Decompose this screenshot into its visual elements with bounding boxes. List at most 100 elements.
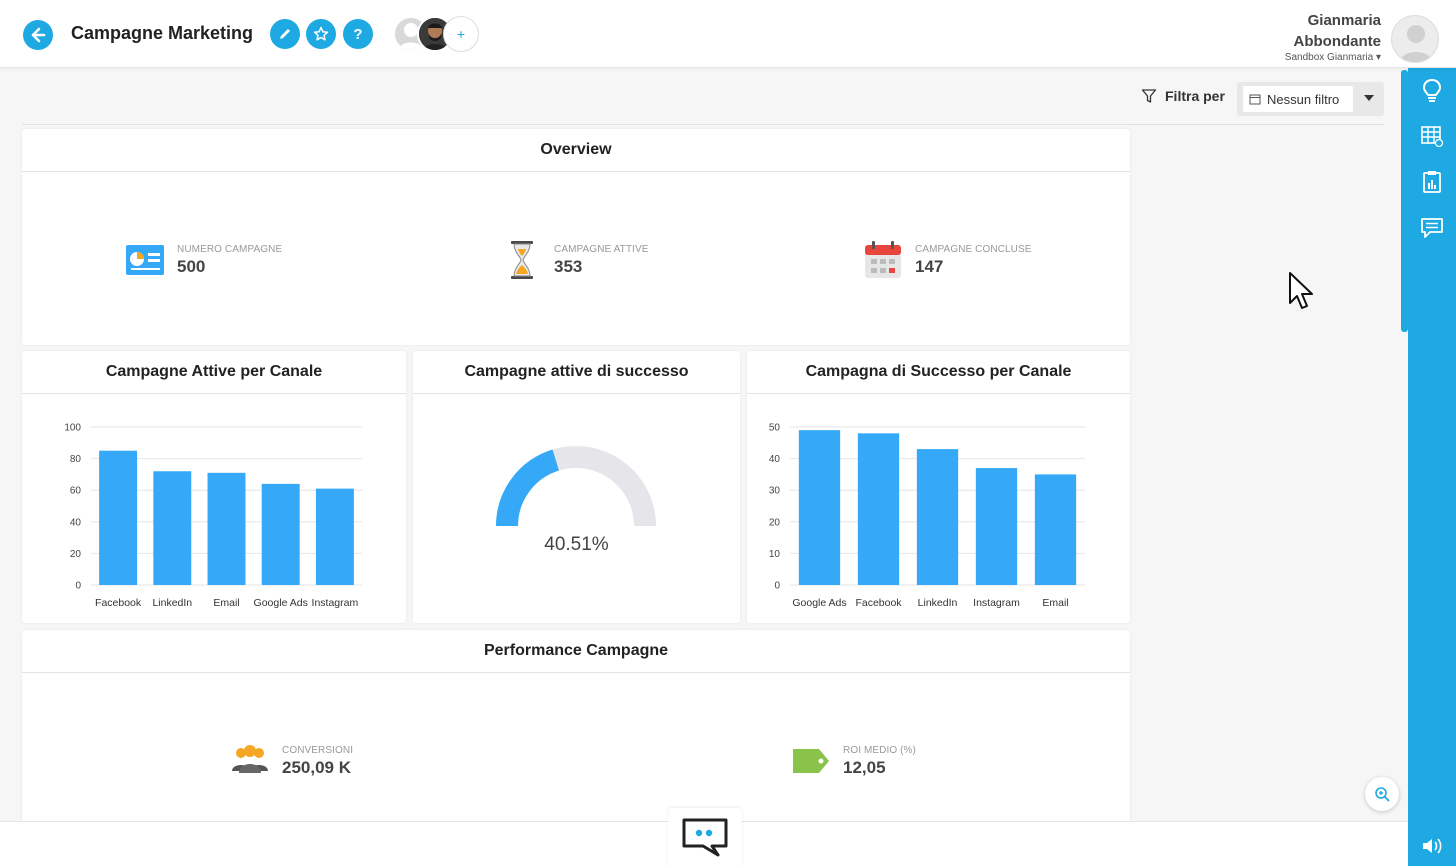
arrow-left-icon	[31, 27, 46, 43]
calendar-small-icon	[1249, 94, 1261, 105]
kpi-label: ROI MEDIO (%)	[843, 744, 916, 756]
kpi-label: CAMPAGNE ATTIVE	[554, 243, 649, 255]
y-tick-label: 30	[769, 486, 781, 497]
y-tick-label: 0	[75, 581, 81, 592]
user-first-name: Gianmaria	[1307, 12, 1381, 29]
people-icon	[232, 745, 268, 773]
kpi-label: CAMPAGNE CONCLUSE	[915, 243, 1032, 255]
x-tick-label: Google Ads	[792, 597, 846, 609]
members-group[interactable]: +	[393, 16, 479, 52]
star-icon	[313, 26, 329, 41]
calendar-icon	[865, 241, 901, 278]
kpi-label: CONVERSIONI	[282, 744, 354, 756]
bar	[916, 449, 959, 585]
x-tick-label: Instagram	[312, 597, 359, 609]
hourglass-icon	[511, 241, 533, 279]
user-last-name: Abbondante	[1293, 33, 1382, 50]
bar	[261, 483, 300, 585]
y-tick-label: 10	[769, 549, 781, 560]
bar	[315, 488, 354, 585]
chart-panel-active-by-channel: Campagne Attive per Canale 0 20 40 60 80 100 F…	[22, 351, 406, 623]
x-tick-label: LinkedIn	[918, 597, 958, 609]
y-tick-label: 20	[769, 517, 781, 528]
bar-chart-success-by-channel: 0 10 20 30 40 50 Google Ads Facebook LinkedIn Ins…	[769, 423, 1085, 609]
mouse-cursor	[1288, 271, 1316, 316]
filter-value[interactable]: Nessun filtro	[1243, 86, 1353, 112]
page-title: Campagne Marketing	[71, 23, 254, 43]
x-tick-label: Google Ads	[254, 597, 308, 609]
edit-button[interactable]	[270, 19, 300, 49]
y-tick-label: 0	[774, 581, 780, 592]
add-member-button[interactable]: +	[443, 16, 479, 52]
filter-value-text: Nessun filtro	[1267, 91, 1340, 107]
chart-panel-success-by-channel: Campagna di Successo per Canale 0 10 20 30 4…	[747, 351, 1130, 623]
dropdown-caret-icon[interactable]	[1364, 95, 1374, 101]
chart-title: Campagne attive di successo	[413, 351, 740, 394]
gauge-panel: Campagne attive di successo 40.51%	[413, 351, 740, 623]
x-tick-label: Email	[1042, 597, 1068, 609]
divider	[22, 124, 1384, 125]
filter-dropdown[interactable]: Nessun filtro	[1237, 82, 1384, 116]
zoom-button[interactable]	[1365, 777, 1399, 811]
speaker-icon[interactable]	[1420, 834, 1444, 858]
x-tick-label: LinkedIn	[152, 597, 192, 609]
clipboard-icon[interactable]	[1420, 170, 1444, 194]
tag-icon	[793, 749, 829, 773]
gauge-chart	[496, 446, 656, 527]
help-button[interactable]: ?	[343, 19, 373, 49]
user-name[interactable]: Gianmaria Abbondante	[1294, 10, 1382, 52]
overview-title: Overview	[22, 129, 1130, 172]
bar-chart-active-by-channel: 0 20 40 60 80 100 Facebook LinkedIn Email Google …	[64, 423, 362, 609]
x-tick-label: Instagram	[973, 597, 1020, 609]
bar	[99, 450, 138, 585]
kpi-campagne-concluse: CAMPAGNE CONCLUSE 147	[863, 240, 1032, 280]
kpi-value: 500	[177, 256, 206, 276]
workspace-selector[interactable]: Sandbox Gianmaria ▾	[1285, 52, 1381, 63]
y-tick-label: 60	[70, 486, 82, 497]
kpi-numero-campagne: NUMERO CAMPAGNE 500	[125, 240, 282, 280]
filter-label: Filtra per	[1141, 88, 1225, 104]
zoom-in-icon	[1375, 787, 1390, 802]
caret-down-icon: ▾	[1375, 52, 1381, 63]
y-tick-label: 20	[70, 549, 82, 560]
kpi-value: 250,09 K	[282, 757, 351, 777]
y-tick-label: 50	[769, 423, 781, 434]
bar	[857, 433, 900, 585]
bar	[1034, 474, 1077, 585]
x-tick-label: Email	[213, 597, 239, 609]
gauge-fill	[496, 449, 560, 527]
scrollbar-thumb[interactable]	[1401, 70, 1408, 332]
pencil-icon	[280, 29, 290, 39]
top-header: Campagne Marketing ? + Gianmaria Abbonda…	[0, 0, 1456, 68]
favorite-button[interactable]	[306, 19, 336, 49]
workspace-label: Sandbox Gianmaria	[1284, 52, 1374, 63]
kpi-conversioni: CONVERSIONI 250,09 K	[230, 741, 353, 781]
chat-bubble-icon	[682, 818, 728, 857]
bar	[975, 468, 1018, 585]
chart-title: Campagne Attive per Canale	[22, 351, 406, 394]
kpi-value: 12,05	[843, 757, 886, 777]
y-tick-label: 100	[64, 423, 81, 434]
chart-card-icon	[126, 245, 164, 275]
user-avatar[interactable]	[1391, 15, 1439, 63]
kpi-label: NUMERO CAMPAGNE	[177, 243, 283, 255]
bar	[798, 430, 841, 585]
kpi-value: 353	[554, 256, 583, 276]
bar	[153, 471, 192, 585]
funnel-icon	[1141, 89, 1157, 103]
kpi-campagne-attive: CAMPAGNE ATTIVE 353	[502, 240, 648, 280]
y-tick-label: 80	[70, 454, 82, 465]
kpi-value: 147	[915, 256, 944, 276]
chat-button[interactable]	[668, 808, 742, 866]
x-tick-label: Facebook	[855, 597, 902, 609]
lightbulb-icon[interactable]	[1420, 78, 1444, 102]
performance-panel: Performance Campagne CONVERSIONI 250,09 …	[22, 630, 1130, 830]
x-tick-label: Facebook	[95, 597, 142, 609]
overview-panel: Overview NUMERO CAMPAGNE 500 CAMPAGNE AT…	[22, 129, 1130, 345]
table-icon[interactable]	[1420, 124, 1444, 148]
gauge-value: 40.51%	[544, 534, 609, 555]
right-sidebar	[1408, 68, 1456, 866]
y-tick-label: 40	[769, 454, 781, 465]
back-button[interactable]	[23, 20, 53, 50]
comments-icon[interactable]	[1420, 216, 1444, 240]
